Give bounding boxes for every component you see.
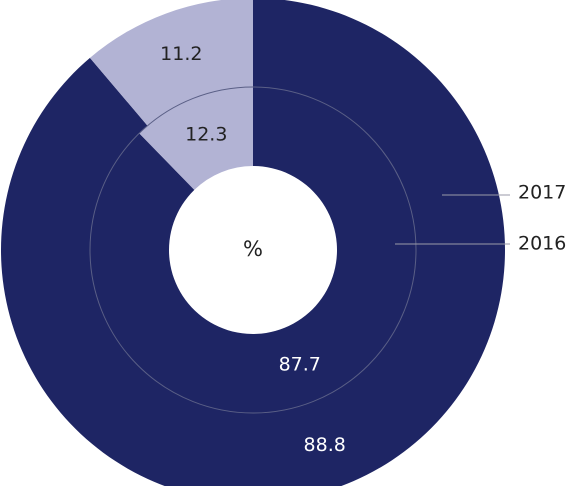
- data-label-2017-1: 11.2: [160, 43, 202, 65]
- center-label: %: [243, 237, 263, 261]
- slice-2016-1: [139, 87, 253, 190]
- ring-name-2016: 2016: [518, 233, 566, 255]
- ring-name-2017: 2017: [518, 182, 566, 204]
- ring-divider: [89, 86, 417, 414]
- slice-2017-0: [1, 0, 505, 486]
- data-label-2016-1: 12.3: [185, 124, 227, 146]
- slice-2016-0: [89, 87, 417, 413]
- slice-2017-1: [89, 0, 253, 126]
- data-label-2017-0: 88.8: [304, 434, 346, 456]
- data-label-2016-0: 87.7: [279, 353, 321, 375]
